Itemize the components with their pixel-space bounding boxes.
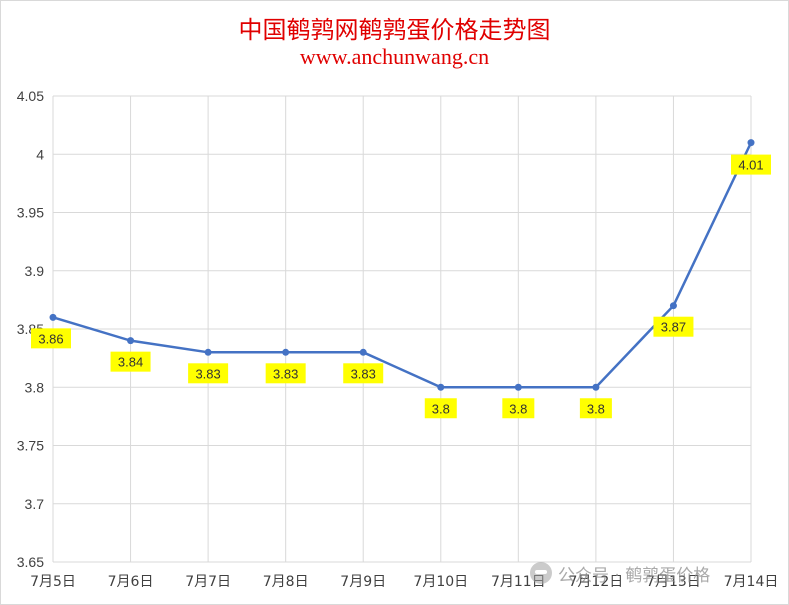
data-label-bg [265,363,306,384]
chart-title: 中国鹌鹑网鹌鹑蛋价格走势图 [238,16,551,44]
y-tick-label: 3.8 [25,379,45,395]
data-point [669,302,677,310]
data-point [282,348,290,356]
data-label: 3.83 [195,366,220,381]
data-point [359,348,367,356]
data-label: 3.83 [273,366,298,381]
x-tick-label: 7月12日 [569,574,624,590]
x-tick-label: 7月10日 [413,574,468,590]
data-point [592,383,600,391]
data-label: 4.01 [738,158,763,173]
x-tick-label: 7月13日 [646,574,701,590]
y-tick-label: 3.95 [17,205,44,221]
data-label: 3.8 [587,401,605,416]
data-label: 3.8 [509,401,527,416]
data-label-bg [188,363,229,384]
x-tick-label: 7月14日 [724,574,779,590]
data-point [204,348,212,356]
data-label: 3.83 [351,366,376,381]
y-tick-label: 3.75 [17,438,44,454]
x-tick-label: 7月6日 [108,574,154,590]
y-tick-label: 4 [36,146,44,162]
data-label: 3.84 [118,355,143,370]
chart-subtitle: www.anchunwang.cn [299,44,490,69]
data-label-bg [502,398,535,419]
data-label-bg [579,398,612,419]
data-label: 3.87 [661,320,686,335]
data-point [514,383,522,391]
x-tick-label: 7月5日 [30,574,76,590]
x-tick-label: 7月9日 [340,574,386,590]
data-point [127,337,135,345]
x-tick-label: 7月7日 [185,574,231,590]
series-line [52,142,753,389]
watermark: 公众号 · 鹌鹑蛋价格 [530,560,710,586]
y-tick-label: 3.65 [17,554,44,570]
y-tick-label: 4.05 [17,88,44,104]
data-label: 3.86 [38,331,63,346]
data-label-bg [343,363,384,384]
x-tick-label: 7月8日 [263,574,309,590]
wechat-icon [530,562,552,584]
data-label-bg [110,351,151,372]
y-tick-label: 3.7 [25,496,45,512]
watermark-text: 公众号 · 鹌鹑蛋价格 [558,565,711,586]
data-label-bg [653,316,694,337]
data-label: 3.8 [432,401,450,416]
data-label-bg [31,328,71,349]
data-label-bg [424,398,457,419]
data-point [437,383,445,391]
data-point [747,139,755,147]
data-label-bg [731,154,771,175]
data-point [49,313,57,321]
y-tick-label: 3.9 [25,263,45,279]
